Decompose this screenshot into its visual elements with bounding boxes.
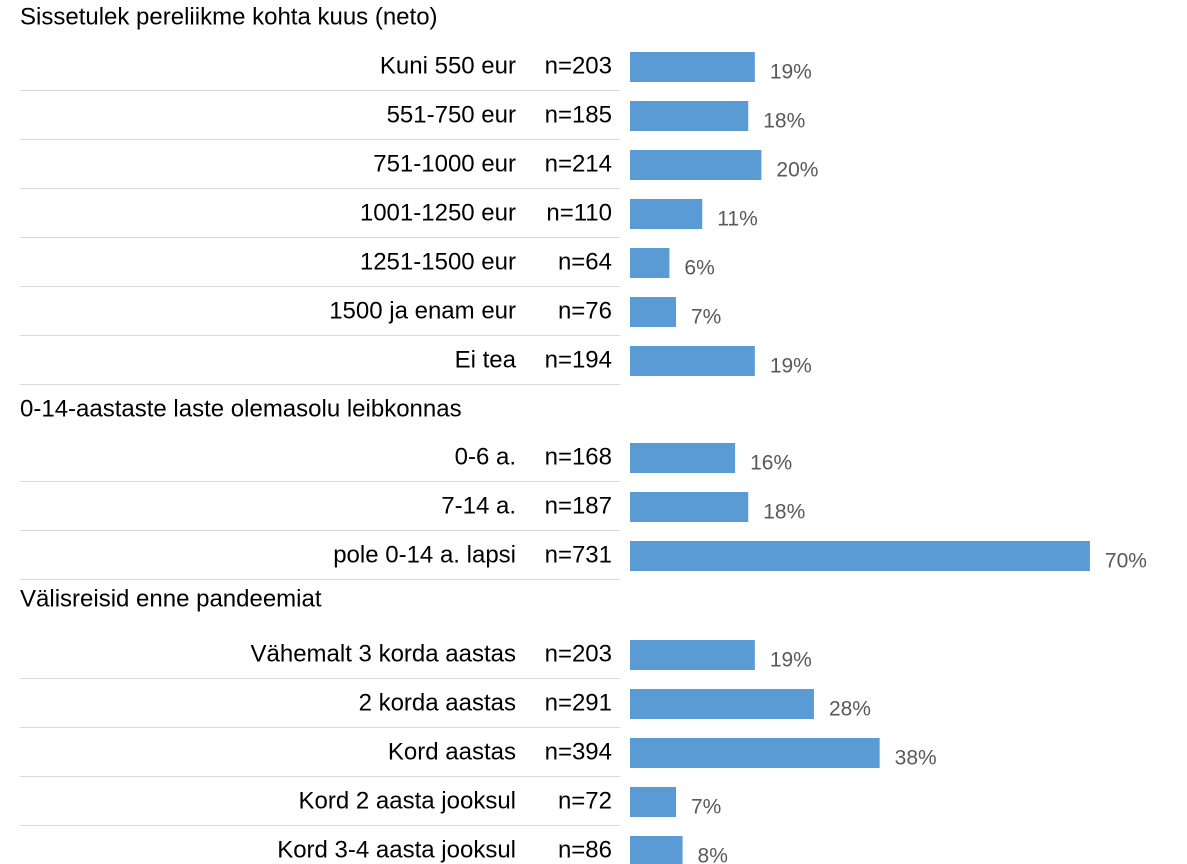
group-title: Välisreisid enne pandeemiat: [20, 585, 322, 612]
bar: [630, 689, 814, 719]
count-label: n=214: [545, 150, 612, 177]
bar: [630, 52, 755, 82]
count-label: n=731: [545, 541, 612, 568]
bar: [630, 541, 1090, 571]
bar: [630, 101, 749, 131]
count-label: n=76: [558, 297, 612, 324]
count-label: n=291: [545, 689, 612, 716]
category-label: 2 korda aastas: [359, 689, 516, 716]
bar: [630, 443, 736, 473]
value-label: 6%: [684, 257, 714, 280]
category-label: Ei tea: [455, 346, 517, 373]
bar: [630, 199, 703, 229]
category-label: 1251-1500 eur: [360, 248, 516, 275]
value-label: 28%: [829, 698, 871, 721]
bar: [630, 492, 749, 522]
bar: [630, 836, 683, 864]
bar: [630, 248, 670, 278]
category-label: 751-1000 eur: [373, 150, 516, 177]
category-label: Kord aastas: [388, 738, 516, 765]
value-label: 38%: [895, 747, 937, 770]
value-label: 11%: [717, 208, 757, 231]
count-label: n=64: [558, 248, 612, 275]
count-label: n=187: [545, 492, 612, 519]
bar: [630, 297, 676, 327]
category-label: 1001-1250 eur: [360, 199, 516, 226]
category-label: Vähemalt 3 korda aastas: [251, 640, 517, 667]
group-title: Sissetulek pereliikme kohta kuus (neto): [20, 3, 438, 30]
category-label: Kord 2 aasta jooksul: [299, 787, 516, 814]
value-label: 70%: [1105, 550, 1147, 573]
value-label: 19%: [770, 61, 812, 84]
value-label: 18%: [763, 110, 805, 133]
bar: [630, 150, 762, 180]
category-label: Kord 3-4 aasta jooksul: [277, 836, 516, 863]
bar: [630, 346, 755, 376]
category-label: 0-6 a.: [455, 443, 516, 470]
bar: [630, 640, 755, 670]
category-label: 1500 ja enam eur: [329, 297, 516, 324]
value-label: 7%: [691, 306, 721, 329]
count-label: n=168: [545, 443, 612, 470]
category-label: pole 0-14 a. lapsi: [333, 541, 516, 568]
count-label: n=185: [545, 101, 612, 128]
value-label: 18%: [763, 501, 805, 524]
value-label: 19%: [770, 649, 812, 672]
category-label: Kuni 550 eur: [380, 52, 516, 79]
count-label: n=394: [545, 738, 612, 765]
bar: [630, 738, 880, 768]
value-label: 20%: [776, 159, 818, 182]
count-label: n=72: [558, 787, 612, 814]
category-label: 7-14 a.: [441, 492, 516, 519]
category-label: 551-750 eur: [387, 101, 516, 128]
group-title: 0-14-aastaste laste olemasolu leibkonnas: [20, 395, 462, 422]
count-label: n=203: [545, 52, 612, 79]
count-label: n=110: [546, 199, 612, 226]
value-label: 7%: [691, 796, 721, 819]
bar: [630, 787, 676, 817]
count-label: n=194: [545, 346, 612, 373]
value-label: 8%: [698, 845, 728, 864]
count-label: n=86: [558, 836, 612, 863]
count-label: n=203: [545, 640, 612, 667]
value-label: 19%: [770, 355, 812, 378]
value-label: 16%: [750, 452, 792, 475]
